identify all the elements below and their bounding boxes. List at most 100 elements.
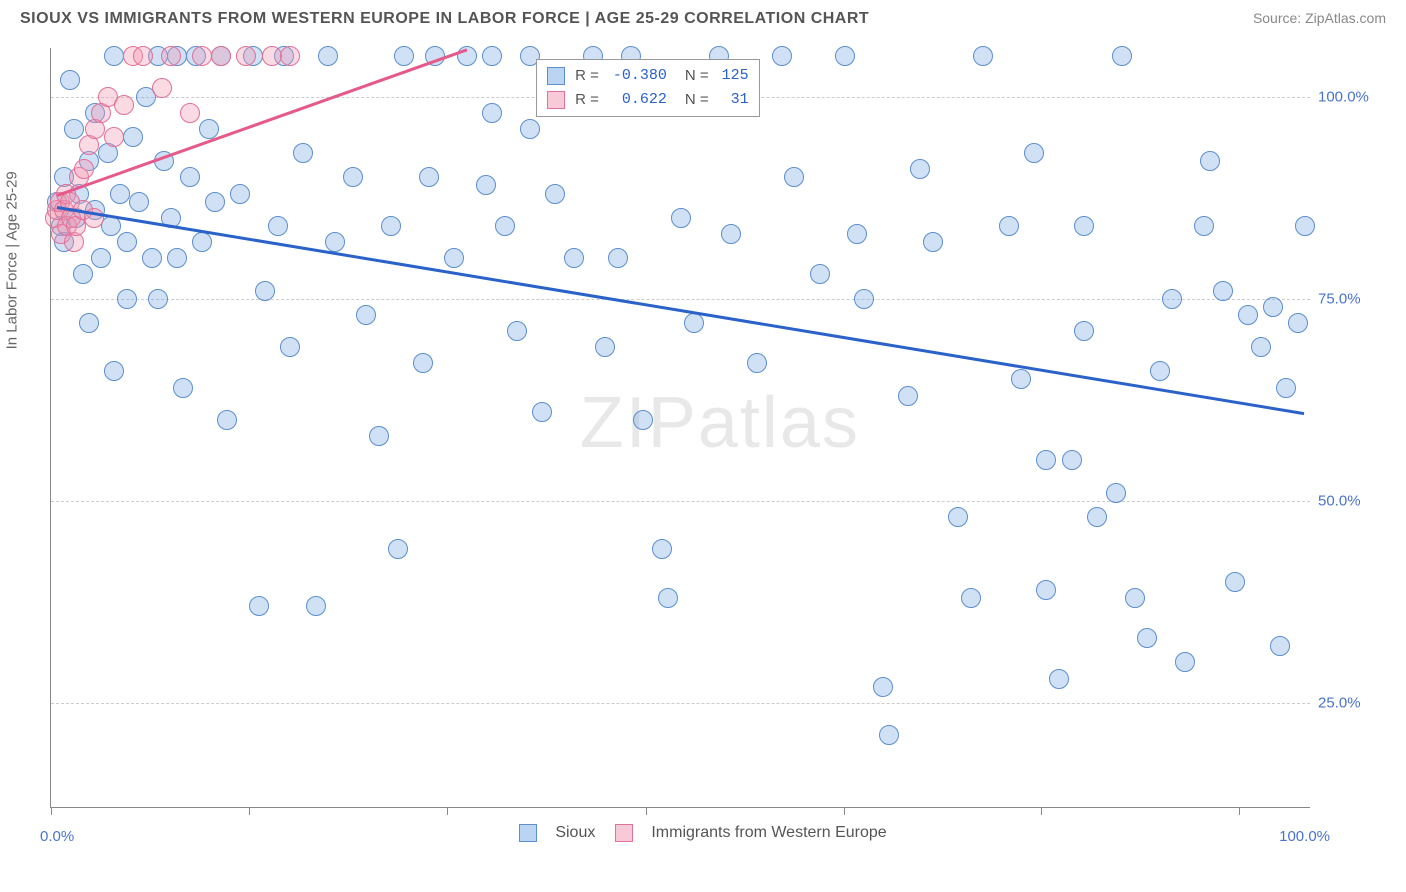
data-point (117, 232, 137, 252)
x-tick (51, 807, 52, 815)
data-point (236, 46, 256, 66)
data-point (495, 216, 515, 236)
stat-r-label: R = (575, 89, 599, 112)
gridline-h (51, 299, 1310, 300)
data-point (1036, 450, 1056, 470)
x-tick (447, 807, 448, 815)
data-point (73, 264, 93, 284)
data-point (1087, 507, 1107, 527)
data-point (192, 232, 212, 252)
data-point (923, 232, 943, 252)
data-point (1036, 580, 1056, 600)
data-point (1263, 297, 1283, 317)
data-point (772, 46, 792, 66)
data-point (249, 596, 269, 616)
swatch-icon (547, 91, 565, 109)
data-point (167, 248, 187, 268)
data-point (180, 103, 200, 123)
data-point (1106, 483, 1126, 503)
data-point (1011, 369, 1031, 389)
data-point (1175, 652, 1195, 672)
trend-line (57, 206, 1305, 415)
data-point (1062, 450, 1082, 470)
data-point (1074, 321, 1094, 341)
stat-r-label: R = (575, 65, 599, 88)
data-point (961, 588, 981, 608)
data-point (1270, 636, 1290, 656)
y-tick-label: 25.0% (1318, 694, 1388, 711)
data-point (129, 192, 149, 212)
data-point (999, 216, 1019, 236)
data-point (1137, 628, 1157, 648)
y-axis-label: In Labor Force | Age 25-29 (4, 171, 21, 349)
data-point (810, 264, 830, 284)
source-label: Source: (1253, 10, 1305, 26)
data-point (879, 725, 899, 745)
data-point (142, 248, 162, 268)
data-point (1238, 305, 1258, 325)
x-tick (249, 807, 250, 815)
data-point (356, 305, 376, 325)
trend-line (57, 48, 467, 196)
data-point (658, 588, 678, 608)
data-point (633, 410, 653, 430)
data-point (133, 46, 153, 66)
swatch-icon (547, 67, 565, 85)
swatch-pink-icon (615, 824, 633, 842)
source-value: ZipAtlas.com (1305, 10, 1386, 26)
data-point (1276, 378, 1296, 398)
watermark: ZIPatlas (580, 382, 860, 464)
gridline-h (51, 703, 1310, 704)
data-point (104, 127, 124, 147)
data-point (413, 353, 433, 373)
data-point (784, 167, 804, 187)
chart-title: SIOUX VS IMMIGRANTS FROM WESTERN EUROPE … (20, 10, 869, 28)
data-point (101, 216, 121, 236)
data-point (268, 216, 288, 236)
data-point (173, 378, 193, 398)
x-tick (1239, 807, 1240, 815)
data-point (318, 46, 338, 66)
data-point (74, 159, 94, 179)
data-point (684, 313, 704, 333)
data-point (369, 426, 389, 446)
data-point (973, 46, 993, 66)
data-point (123, 127, 143, 147)
data-point (1295, 216, 1315, 236)
data-point (325, 232, 345, 252)
data-point (110, 184, 130, 204)
bottom-legend: Sioux Immigrants from Western Europe (0, 824, 1406, 842)
data-point (482, 46, 502, 66)
data-point (671, 208, 691, 228)
data-point (1162, 289, 1182, 309)
data-point (1194, 216, 1214, 236)
watermark-thin: atlas (698, 383, 860, 463)
x-tick (844, 807, 845, 815)
data-point (564, 248, 584, 268)
stat-r-value: -0.380 (603, 65, 667, 88)
stat-n-label: N = (685, 89, 709, 112)
data-point (280, 46, 300, 66)
data-point (482, 103, 502, 123)
data-point (1024, 143, 1044, 163)
data-point (520, 119, 540, 139)
x-tick (1041, 807, 1042, 815)
data-point (381, 216, 401, 236)
data-point (104, 361, 124, 381)
data-point (721, 224, 741, 244)
legend-item-sioux: Sioux (519, 824, 595, 842)
data-point (79, 313, 99, 333)
data-point (1288, 313, 1308, 333)
data-point (152, 78, 172, 98)
data-point (835, 46, 855, 66)
data-point (854, 289, 874, 309)
data-point (64, 119, 84, 139)
data-point (747, 353, 767, 373)
data-point (1225, 572, 1245, 592)
x-tick (646, 807, 647, 815)
data-point (217, 410, 237, 430)
stat-r-value: 0.622 (603, 89, 667, 112)
stat-n-value: 125 (713, 65, 749, 88)
data-point (910, 159, 930, 179)
data-point (444, 248, 464, 268)
